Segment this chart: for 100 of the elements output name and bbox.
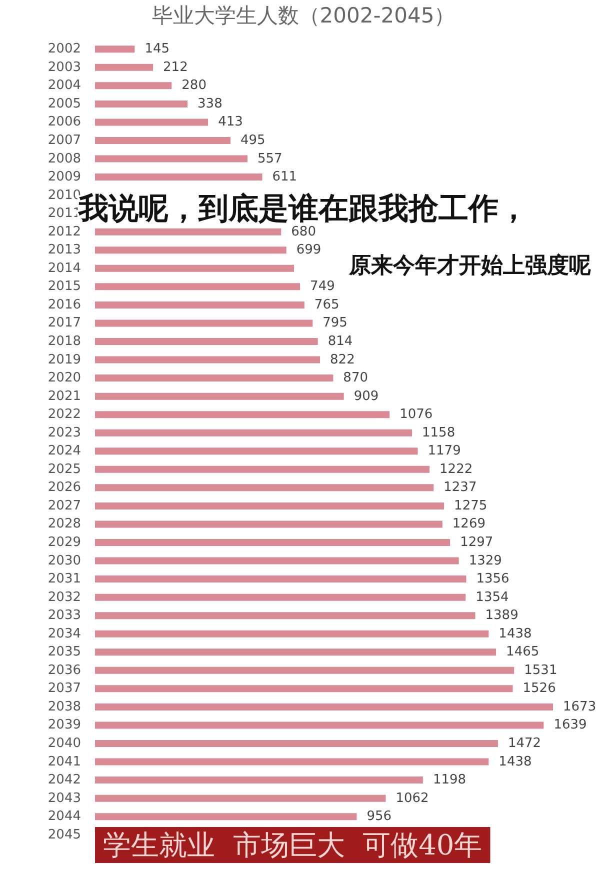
y-tick-label: 2006 <box>48 114 81 130</box>
data-label: 814 <box>328 334 353 349</box>
data-label: 909 <box>354 388 379 404</box>
data-label: 1531 <box>524 662 558 678</box>
y-tick-label: 2034 <box>48 626 81 642</box>
y-tick-label: 2019 <box>48 352 81 368</box>
bar <box>95 758 489 766</box>
data-label: 956 <box>366 809 392 824</box>
annotation: 学生就业 市场巨大 可做40年 <box>103 828 482 862</box>
bar <box>95 283 300 290</box>
y-tick-label: 2013 <box>48 242 81 258</box>
bar <box>95 722 544 729</box>
y-tick-label: 2032 <box>48 590 81 605</box>
bar <box>95 502 444 510</box>
bar <box>95 576 466 583</box>
bar <box>95 685 513 692</box>
bar <box>95 155 248 162</box>
data-label: 1465 <box>506 644 540 660</box>
y-tick-label: 2017 <box>48 316 81 331</box>
bar <box>95 374 334 382</box>
data-label: 795 <box>322 316 348 331</box>
y-tick-label: 2020 <box>48 370 81 386</box>
data-label: 1158 <box>422 425 456 440</box>
y-tick-label: 2025 <box>48 462 81 477</box>
bar <box>95 356 320 364</box>
y-tick-label: 2035 <box>48 644 81 660</box>
data-label: 765 <box>314 297 340 312</box>
data-label: 280 <box>182 78 206 94</box>
bar <box>95 703 553 710</box>
bar <box>95 174 262 181</box>
data-label: 611 <box>272 170 298 185</box>
data-label: 1389 <box>485 608 518 624</box>
chart-title: 毕业大学生人数（2002-2045） <box>152 4 456 28</box>
y-tick-label: 2045 <box>48 827 81 842</box>
bar <box>95 246 286 254</box>
bar <box>95 429 412 436</box>
data-label: 1269 <box>452 516 486 532</box>
data-label: 1179 <box>428 444 461 459</box>
data-label: 699 <box>296 242 322 258</box>
data-label: 145 <box>144 42 170 57</box>
data-label: 1198 <box>432 772 466 788</box>
y-tick-label: 2038 <box>48 699 81 714</box>
y-tick-label: 2024 <box>48 444 81 459</box>
data-label: 212 <box>163 60 188 75</box>
y-tick-label: 2028 <box>48 516 81 532</box>
data-label: 1472 <box>508 736 542 751</box>
bar <box>95 320 313 327</box>
y-tick-label: 2029 <box>48 535 81 550</box>
y-tick-label: 2018 <box>48 334 81 349</box>
bar <box>95 411 390 418</box>
bar <box>95 520 442 528</box>
data-label: 1275 <box>454 498 488 514</box>
y-tick-label: 2037 <box>48 681 81 696</box>
y-tick-label: 2044 <box>48 809 81 824</box>
data-label: 870 <box>343 370 368 386</box>
bar <box>95 338 318 345</box>
bar <box>95 813 357 820</box>
bar <box>95 539 450 546</box>
data-label: 1438 <box>498 626 532 642</box>
y-tick-label: 2036 <box>48 662 81 678</box>
bar <box>95 666 514 674</box>
data-label: 1237 <box>444 480 477 496</box>
data-label: 1329 <box>468 553 502 568</box>
data-label: 822 <box>330 352 355 368</box>
y-tick-label: 2016 <box>48 297 81 312</box>
y-tick-label: 2014 <box>48 260 81 276</box>
data-label: 1639 <box>554 718 587 733</box>
bar <box>95 46 135 53</box>
bar <box>95 100 188 108</box>
y-tick-label: 2039 <box>48 718 81 733</box>
y-tick-label: 2023 <box>48 425 81 440</box>
y-tick-label: 2005 <box>48 96 81 112</box>
bar <box>95 392 344 400</box>
bar <box>95 118 208 126</box>
bar <box>95 64 154 71</box>
data-label: 1438 <box>498 754 532 770</box>
bar <box>95 484 434 492</box>
y-tick-label: 2022 <box>48 407 81 422</box>
y-tick-label: 2042 <box>48 772 81 788</box>
y-tick-label: 2043 <box>48 790 81 806</box>
y-tick-label: 2021 <box>48 388 81 404</box>
y-tick-label: 2007 <box>48 133 81 148</box>
y-tick-label: 2015 <box>48 279 81 294</box>
data-label: 1297 <box>460 535 494 550</box>
data-label: 1076 <box>400 407 433 422</box>
y-tick-label: 2031 <box>48 572 81 587</box>
y-tick-label: 2026 <box>48 480 81 496</box>
bar <box>95 630 489 638</box>
y-tick-label: 2041 <box>48 754 81 770</box>
y-tick-label: 2002 <box>48 42 81 57</box>
bar <box>95 740 498 747</box>
data-label: 413 <box>218 114 243 130</box>
data-label: 557 <box>257 151 282 166</box>
data-label: 1526 <box>522 681 556 696</box>
y-tick-label: 2040 <box>48 736 81 751</box>
y-tick-label: 2008 <box>48 151 81 166</box>
bar <box>95 301 304 308</box>
bar <box>95 82 172 90</box>
bar <box>95 448 418 455</box>
bar <box>95 557 459 564</box>
